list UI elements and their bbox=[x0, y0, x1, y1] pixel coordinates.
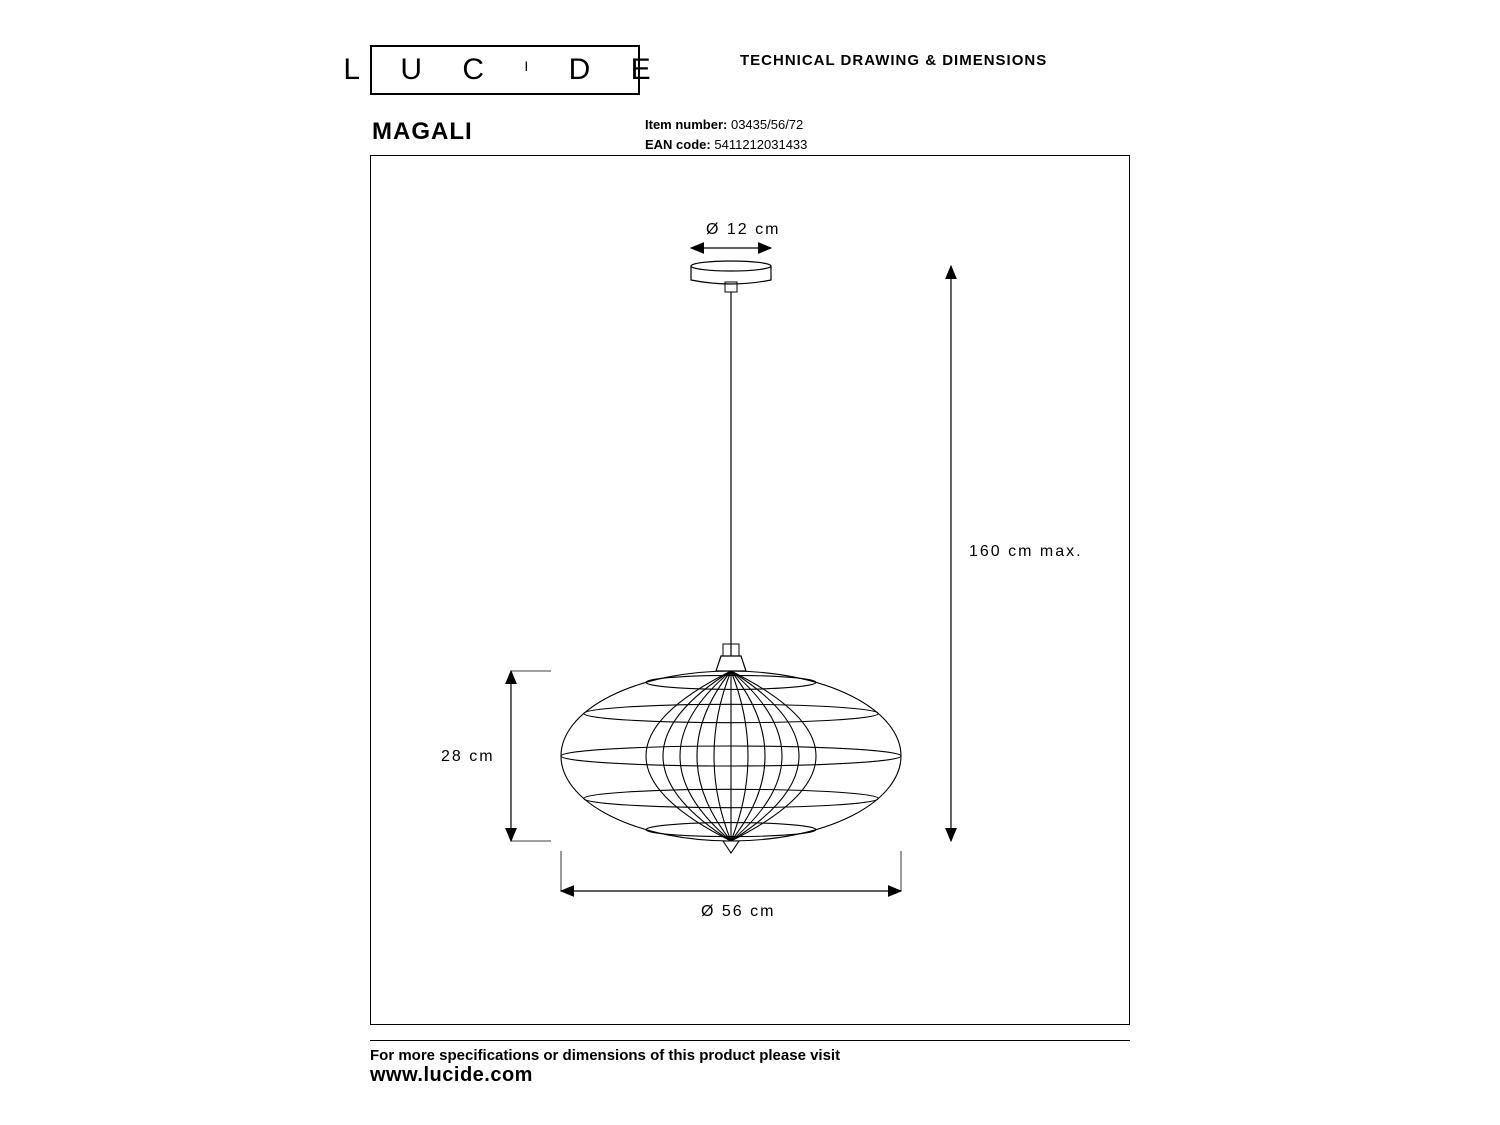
dim-shade-diameter-label: Ø 56 cm bbox=[701, 903, 775, 920]
item-info-block: Item number: 03435/56/72 EAN code: 54112… bbox=[645, 115, 807, 154]
header-subtitle: TECHNICAL DRAWING & DIMENSIONS bbox=[740, 52, 1047, 69]
dim-shade-height-label: 28 cm bbox=[441, 748, 495, 765]
ean-value: 5411212031433 bbox=[714, 137, 807, 152]
item-number-label: Item number: bbox=[645, 117, 727, 132]
technical-drawing-svg: Ø 12 cm 160 cm max. 28 cm Ø 56 cm bbox=[371, 156, 1131, 1026]
dim-total-height: 160 cm max. bbox=[951, 266, 1083, 841]
drawing-frame: Ø 12 cm 160 cm max. 28 cm Ø 56 cm bbox=[370, 155, 1130, 1025]
ean-label: EAN code: bbox=[645, 137, 711, 152]
shade bbox=[561, 671, 901, 853]
dim-canopy-diameter-label: Ø 12 cm bbox=[706, 221, 780, 238]
dim-shade-diameter: Ø 56 cm bbox=[561, 851, 901, 920]
footer-text: For more specifications or dimensions of… bbox=[370, 1047, 1130, 1064]
canopy bbox=[691, 261, 771, 292]
footer-url: www.lucide.com bbox=[370, 1064, 1130, 1087]
dim-total-height-label: 160 cm max. bbox=[969, 543, 1083, 560]
product-name: MAGALI bbox=[372, 118, 473, 146]
item-number-value: 03435/56/72 bbox=[731, 117, 803, 132]
brand-logo-text: L U C I D E bbox=[343, 53, 666, 87]
dim-canopy-diameter: Ø 12 cm bbox=[691, 221, 780, 248]
dim-shade-height: 28 cm bbox=[441, 671, 551, 841]
footer: For more specifications or dimensions of… bbox=[370, 1040, 1130, 1087]
brand-logo: L U C I D E bbox=[370, 45, 640, 95]
